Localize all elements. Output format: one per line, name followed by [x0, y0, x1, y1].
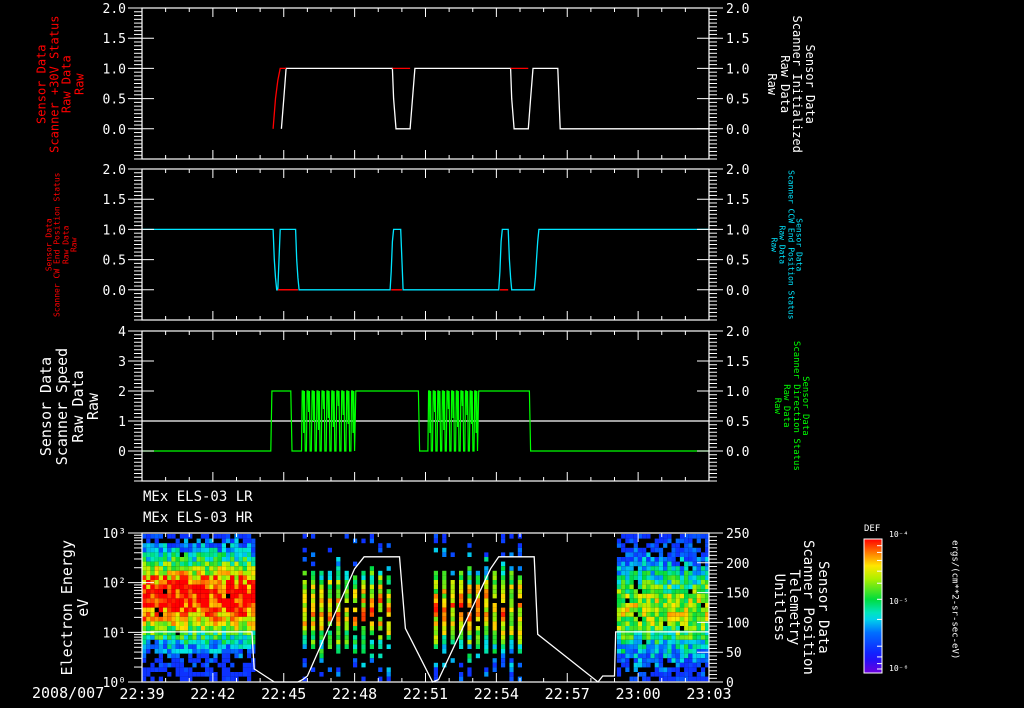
right-axis-label: Sensor Data Scanner CCW End Position Sta…	[768, 169, 803, 319]
y-tick-label-right: 200	[726, 557, 749, 572]
y-tick-label-right: 1.0	[726, 223, 749, 238]
right-axis-label: Sensor Data Scanner Initialized Raw Data…	[764, 15, 817, 153]
time-tick-label: 22:57	[545, 685, 590, 703]
spectrogram-title-lr: MEx ELS-03 LR	[143, 489, 253, 505]
spectrogram-title-hr: MEx ELS-03 HR	[143, 510, 253, 526]
time-tick-label: 23:03	[686, 685, 731, 703]
colorbar-units: ergs/(cm**2-sr-sec-eV)	[949, 540, 960, 660]
y-tick-label-left: 4	[118, 325, 126, 340]
axes: 0.0 0.5 1.0 1.5 2.0 0.0 0.5 1.0 1.5 2.0 0.0 0.5 1.0 1…	[103, 2, 750, 703]
y-tick-label-right: 100	[726, 616, 749, 631]
y-tick-label-right: 2.0	[726, 325, 749, 340]
y-tick-label-right: 0	[726, 676, 734, 691]
colorbar-tick-min: 10⁻⁶	[889, 664, 909, 673]
y-tick-label-left: 0	[118, 445, 126, 460]
y-tick-label-left: 2.0	[103, 163, 126, 178]
time-tick-label: 23:00	[616, 685, 661, 703]
y-tick-label-right: 150	[726, 587, 749, 602]
y-tick-label-right: 0.5	[726, 93, 749, 108]
time-tick-label: 22:48	[332, 685, 377, 703]
y-tick-label-right: 0.0	[726, 123, 749, 138]
colorbar	[863, 538, 883, 674]
y-tick-label-right: 0.5	[726, 254, 749, 269]
time-tick-label: 22:39	[119, 685, 164, 703]
y-tick-label-left: 1.5	[103, 32, 126, 47]
time-tick-label: 22:45	[261, 685, 306, 703]
left-axis-label: Sensor Data Scanner +30V Status Raw Data…	[33, 15, 86, 153]
y-tick-label-left: 0.0	[103, 284, 126, 299]
y-tick-label-left: 1	[118, 415, 126, 430]
y-tick-label-left: 2.0	[103, 2, 126, 17]
y-tick-label-left: 10¹	[103, 626, 126, 641]
y-tick-label-right: 2.0	[726, 2, 749, 17]
right-axis-label: Sensor Data Scanner Direction Status Raw…	[771, 340, 810, 471]
y-tick-label-left: 1.0	[103, 62, 126, 77]
y-tick-label-right: 50	[726, 646, 742, 661]
y-tick-label-right: 1.5	[726, 32, 749, 47]
y-tick-label-left: 10³	[103, 527, 126, 542]
y-tick-label-right: 1.0	[726, 385, 749, 400]
right-axis-label: Sensor Data Scanner Position Telemetry U…	[770, 539, 831, 675]
y-tick-label-right: 1.5	[726, 193, 749, 208]
y-tick-label-right: 0.5	[726, 415, 749, 430]
y-tick-label-left: 0.5	[103, 93, 126, 108]
colorbar-tick-max: 10⁻⁴	[889, 530, 909, 539]
time-tick-label: 22:51	[403, 685, 448, 703]
left-axis-label: Electron Energy eV	[57, 539, 92, 675]
y-tick-label-right: 0.0	[726, 284, 749, 299]
left-axis-label: Sensor Data Scanner CW End Position Stat…	[43, 172, 79, 317]
y-tick-label-right: 2.0	[726, 163, 749, 178]
y-tick-label-left: 3	[118, 355, 126, 370]
time-tick-label: 22:54	[474, 685, 519, 703]
y-tick-label-left: 1.5	[103, 193, 126, 208]
time-tick-label: 22:42	[190, 685, 235, 703]
left-axis-label: Sensor Data Scanner Speed Raw Data Raw	[36, 347, 102, 465]
y-tick-label-right: 1.0	[726, 62, 749, 77]
y-tick-label-left: 1.0	[103, 223, 126, 238]
colorbar-title: DEF	[864, 524, 881, 534]
y-tick-label-left: 0.5	[103, 254, 126, 269]
spectrogram	[142, 534, 710, 682]
y-tick-label-left: 0.0	[103, 123, 126, 138]
y-tick-label-left: 10²	[103, 577, 126, 592]
y-tick-label-right: 250	[726, 527, 749, 542]
colorbar-tick-mid: 10⁻⁵	[889, 597, 909, 606]
y-tick-label-left: 10⁰	[103, 676, 126, 691]
time-axis-date: 2008/007	[32, 684, 105, 702]
y-tick-label-right: 1.5	[726, 355, 749, 370]
y-tick-label-right: 0.0	[726, 445, 749, 460]
y-tick-label-left: 2	[118, 385, 126, 400]
